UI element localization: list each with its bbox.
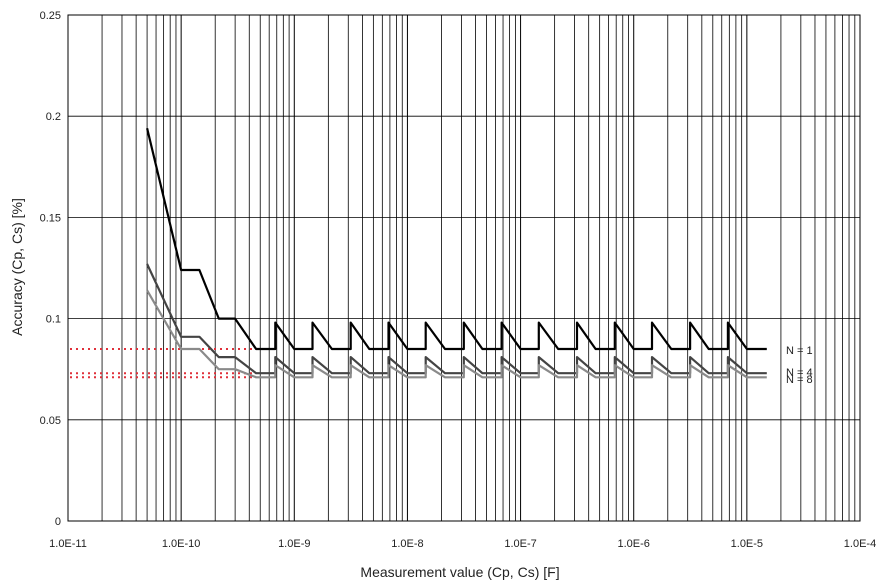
x-axis-title: Measurement value (Cp, Cs) [F] bbox=[360, 564, 559, 580]
x-tick-label: 1.0E-10 bbox=[162, 538, 201, 550]
series-line bbox=[146, 289, 767, 379]
series-label: N = 1 bbox=[786, 345, 813, 357]
series-lines bbox=[146, 128, 767, 379]
y-tick-label: 0 bbox=[55, 516, 61, 528]
x-tick-label: 1.0E-11 bbox=[49, 538, 87, 550]
series-labels: N = 1 N = 4N = 8 bbox=[786, 345, 813, 386]
x-tick-label: 1.0E-8 bbox=[391, 538, 423, 550]
series-label: N = 8 bbox=[786, 374, 813, 386]
reference-lines bbox=[70, 347, 257, 379]
x-tick-label: 1.0E-7 bbox=[504, 538, 536, 550]
series-line bbox=[146, 263, 767, 375]
x-tick-labels: 1.0E-11 1.0E-10 1.0E-9 1.0E-8 1.0E-7 1.0E-6 1.… bbox=[49, 538, 876, 550]
y-tick-label: 0.15 bbox=[40, 212, 61, 224]
y-tick-label: 0.2 bbox=[46, 111, 61, 123]
x-tick-label: 1.0E-5 bbox=[731, 538, 763, 550]
y-axis-title: Accuracy (Cp, Cs) [%] bbox=[9, 198, 25, 336]
series-line bbox=[146, 128, 767, 351]
x-tick-label: 1.0E-4 bbox=[844, 538, 876, 550]
series-label: N = 4 bbox=[786, 367, 813, 379]
y-tick-label: 0.25 bbox=[40, 10, 61, 22]
x-tick-label: 1.0E-6 bbox=[618, 538, 650, 550]
y-tick-label: 0.1 bbox=[46, 314, 61, 326]
x-tick-label: 1.0E-9 bbox=[278, 538, 310, 550]
grid bbox=[68, 15, 860, 521]
y-tick-labels: 0 0.05 0.1 0.15 0.2 0.25 bbox=[40, 10, 61, 528]
y-tick-label: 0.05 bbox=[40, 415, 61, 427]
plot-frame bbox=[67, 14, 861, 522]
